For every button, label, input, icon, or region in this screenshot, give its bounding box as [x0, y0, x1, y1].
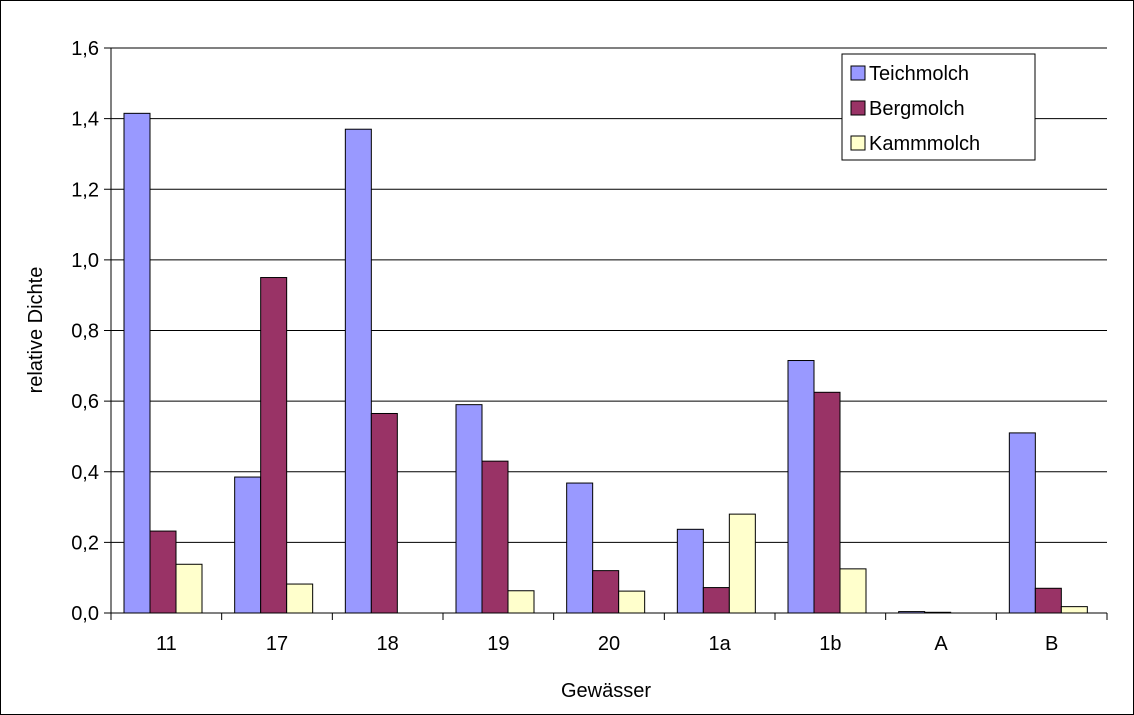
bar-bergmolch-1a: [702, 587, 730, 614]
legend-box: [841, 53, 1036, 161]
bar-teichmolch-19: [455, 404, 483, 614]
y-tick-label: 0,0: [71, 603, 99, 625]
x-tick-label: 11: [156, 633, 177, 655]
x-tick-labels: 11 17 18 19 20 1a 1b A B: [156, 633, 1058, 655]
y-axis-title: relative Dichte: [25, 267, 47, 394]
x-tick-label: 17: [266, 633, 288, 655]
x-tick-label: 1b: [819, 633, 841, 655]
bar-teichmolch-1a: [676, 528, 704, 614]
x-tick-label: 20: [598, 633, 620, 655]
bar-bergmolch-11: [149, 530, 177, 614]
x-tick-label: 19: [487, 633, 509, 655]
y-tick-label: 0,4: [71, 462, 99, 484]
y-tick-label: 1,0: [71, 250, 99, 272]
y-tick-labels: 0,0 0,2 0,4 0,6 0,8 1,0 1,2 1,4 1,6: [71, 38, 99, 625]
y-tick-label: 0,6: [71, 391, 99, 413]
x-tick-label: A: [934, 633, 948, 655]
legend-label-kammmolch: Kammmolch: [869, 133, 980, 155]
bar-teichmolch-17: [234, 476, 262, 614]
bar-bergmolch-18: [370, 412, 398, 614]
bar-teichmolch-11: [123, 112, 151, 614]
legend-swatch-teichmolch: [850, 65, 866, 81]
y-tick-label: 1,6: [71, 38, 99, 60]
axes: [104, 47, 1108, 620]
bar-bergmolch-19: [481, 460, 509, 614]
bar-teichmolch-b: [1008, 432, 1036, 614]
x-axis-title: Gewässer: [561, 680, 651, 702]
x-tick-label: 18: [377, 633, 399, 655]
bar-bergmolch-20: [592, 570, 620, 614]
bar-kammmolch-1b: [839, 568, 867, 614]
bar-teichmolch-18: [344, 128, 372, 614]
bar-kammmolch-b: [1060, 606, 1088, 614]
bar-kammmolch-11: [175, 563, 203, 614]
legend-label-teichmolch: Teichmolch: [869, 63, 969, 85]
y-tick-label: 0,8: [71, 321, 99, 343]
bar-teichmolch-1b: [787, 360, 815, 614]
bar-teichmolch-20: [566, 482, 594, 614]
x-tick-label: B: [1045, 633, 1058, 655]
legend-label-bergmolch: Bergmolch: [869, 98, 965, 120]
legend-swatch-kammmolch: [850, 135, 866, 151]
bar-bergmolch-1b: [813, 391, 841, 614]
x-tick-label: 1a: [709, 633, 732, 655]
bar-kammmolch-20: [618, 590, 646, 614]
legend: Teichmolch Bergmolch Kammmolch: [841, 53, 1036, 161]
bars: [123, 112, 1088, 614]
y-tick-label: 1,4: [71, 109, 99, 131]
y-tick-label: 1,2: [71, 179, 99, 201]
y-tick-label: 0,2: [71, 532, 99, 554]
bar-kammmolch-17: [286, 583, 314, 614]
bar-kammmolch-1a: [728, 513, 756, 614]
bar-kammmolch-19: [507, 590, 535, 614]
bar-bergmolch-b: [1034, 587, 1062, 614]
legend-swatch-bergmolch: [850, 100, 866, 116]
bar-bergmolch-17: [260, 277, 288, 614]
